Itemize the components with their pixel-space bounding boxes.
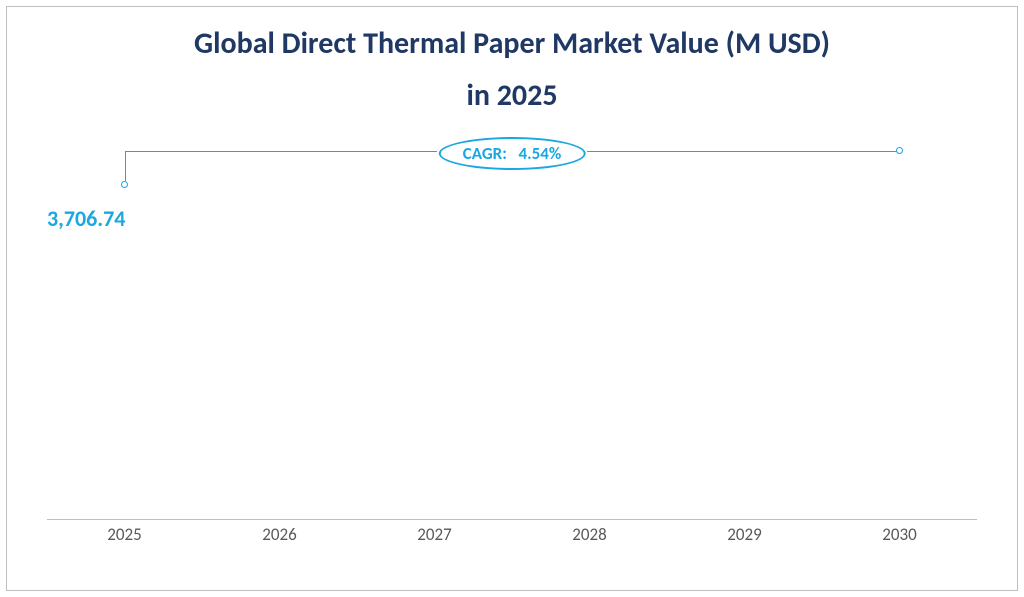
x-axis-labels: 202520262027202820292030 bbox=[47, 520, 977, 548]
chart-area: CAGR: 4.54% 202520262027202820292030 3,7… bbox=[47, 137, 977, 548]
x-axis-tick-label: 2025 bbox=[47, 524, 202, 545]
cagr-drop-left bbox=[125, 151, 126, 181]
cagr-connector-left bbox=[125, 151, 438, 152]
cagr-value: 4.54% bbox=[518, 143, 561, 164]
x-axis-tick-label: 2029 bbox=[667, 524, 822, 545]
bar-value-label: 3,706.74 bbox=[47, 205, 125, 232]
bars-container bbox=[47, 197, 977, 519]
cagr-label: CAGR: bbox=[463, 143, 507, 164]
plot-region: 202520262027202820292030 3,706.74 bbox=[47, 197, 977, 548]
x-axis-tick-label: 2027 bbox=[357, 524, 512, 545]
chart-frame: Global Direct Thermal Paper Market Value… bbox=[0, 0, 1024, 597]
chart-canvas: Global Direct Thermal Paper Market Value… bbox=[6, 6, 1018, 591]
chart-title-line2: in 2025 bbox=[7, 77, 1017, 114]
x-axis-tick-label: 2026 bbox=[202, 524, 357, 545]
cagr-dot-right bbox=[896, 147, 903, 154]
x-axis-tick-label: 2028 bbox=[512, 524, 667, 545]
chart-title-line1: Global Direct Thermal Paper Market Value… bbox=[7, 25, 1017, 62]
cagr-bubble: CAGR: 4.54% bbox=[439, 137, 586, 170]
cagr-connector-right bbox=[587, 151, 900, 152]
cagr-annotation: CAGR: 4.54% bbox=[47, 137, 977, 197]
cagr-dot-left bbox=[121, 181, 128, 188]
x-axis-tick-label: 2030 bbox=[822, 524, 977, 545]
